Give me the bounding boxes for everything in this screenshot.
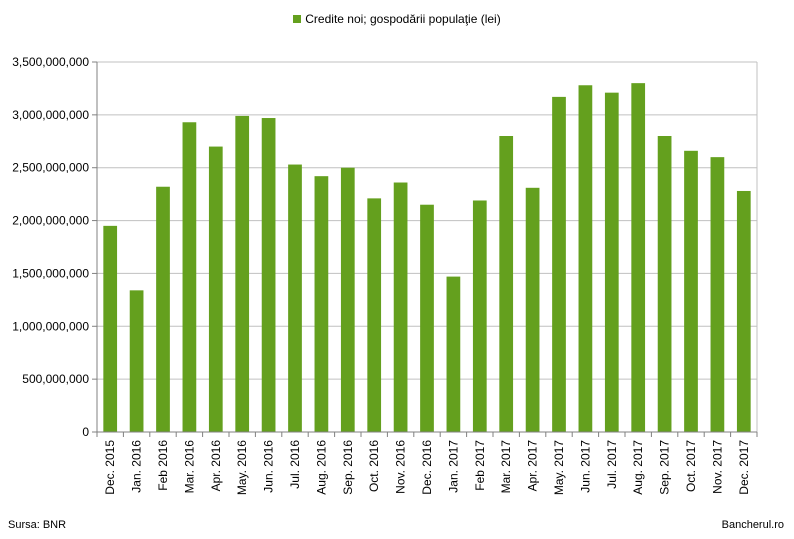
bar bbox=[314, 176, 329, 432]
x-tick-label: Mar. 2016 bbox=[182, 440, 196, 494]
y-tick-label: 2,000,000,000 bbox=[12, 214, 89, 228]
x-tick-label: Mar. 2017 bbox=[499, 440, 513, 494]
y-tick-label: 1,500,000,000 bbox=[12, 266, 89, 280]
bar bbox=[103, 225, 118, 432]
x-tick-label: Jun. 2016 bbox=[262, 440, 276, 493]
y-tick-label: 3,000,000,000 bbox=[12, 108, 89, 122]
x-tick-label: Dec. 2015 bbox=[103, 440, 117, 495]
x-tick-label: Apr. 2016 bbox=[209, 440, 223, 492]
legend-label: Credite noi; gospodării populaţie (lei) bbox=[305, 12, 501, 26]
x-tick-label: Feb 2016 bbox=[156, 440, 170, 491]
bar bbox=[446, 276, 461, 432]
y-tick-label: 500,000,000 bbox=[22, 372, 89, 386]
x-tick-label: Nov. 2016 bbox=[394, 440, 408, 494]
x-tick-label: Sep. 2017 bbox=[658, 440, 672, 495]
bar bbox=[261, 118, 276, 433]
bar bbox=[499, 136, 514, 432]
bar bbox=[525, 187, 540, 432]
x-tick-label: Sep. 2016 bbox=[341, 440, 355, 495]
y-tick-label: 2,500,000,000 bbox=[12, 161, 89, 175]
y-tick-label: 1,000,000,000 bbox=[12, 319, 89, 333]
x-tick-label: May. 2016 bbox=[235, 440, 249, 495]
bar bbox=[578, 85, 593, 432]
x-tick-label: Jul. 2016 bbox=[288, 440, 302, 489]
bar bbox=[552, 96, 566, 432]
bar bbox=[288, 164, 302, 433]
x-tick-label: Aug. 2016 bbox=[314, 440, 328, 495]
x-tick-label: Jan. 2016 bbox=[130, 440, 144, 493]
x-tick-label: Oct. 2016 bbox=[367, 440, 381, 492]
y-tick-label: 3,500,000,000 bbox=[12, 55, 89, 69]
chart-legend: Credite noi; gospodării populaţie (lei) bbox=[0, 12, 794, 26]
bar bbox=[631, 83, 646, 433]
bar bbox=[736, 190, 751, 432]
x-tick-label: Oct. 2017 bbox=[684, 440, 698, 492]
bar bbox=[340, 167, 355, 432]
x-tick-label: Nov. 2017 bbox=[710, 440, 724, 494]
x-tick-label: Feb 2017 bbox=[473, 440, 487, 491]
bar-chart: 0 500,000,000 1,000,000,000 1,500,000,000 2,… bbox=[12, 55, 758, 495]
bar bbox=[604, 92, 619, 433]
bar bbox=[182, 122, 197, 432]
x-tick-label: Aug. 2017 bbox=[631, 440, 645, 495]
bar bbox=[420, 204, 434, 432]
tick-labels: 0 500,000,000 1,000,000,000 1,500,000,000 2,… bbox=[12, 55, 751, 495]
x-tick-label: Dec. 2016 bbox=[420, 440, 434, 495]
bar bbox=[657, 136, 672, 432]
y-tick-label: 0 bbox=[82, 425, 89, 439]
bar bbox=[235, 115, 250, 433]
x-tick-label: Apr. 2017 bbox=[526, 440, 540, 492]
bar bbox=[684, 150, 698, 433]
bars bbox=[103, 83, 751, 433]
x-tick-label: Jun. 2017 bbox=[578, 440, 592, 493]
brand-note: Bancherul.ro bbox=[721, 519, 784, 531]
source-note: Sursa: BNR bbox=[8, 519, 67, 531]
bar bbox=[129, 290, 144, 432]
bar bbox=[156, 186, 170, 432]
x-tick-label: May. 2017 bbox=[552, 440, 566, 495]
legend-swatch bbox=[293, 15, 302, 23]
bar bbox=[710, 157, 725, 432]
x-tick-label: Jan. 2017 bbox=[446, 440, 460, 493]
x-tick-label: Dec. 2017 bbox=[737, 440, 751, 495]
bar bbox=[393, 182, 408, 432]
bar bbox=[208, 146, 223, 433]
bar bbox=[472, 200, 487, 432]
axes bbox=[92, 61, 758, 437]
x-tick-label: Jul. 2017 bbox=[605, 440, 619, 489]
bar bbox=[367, 198, 382, 432]
